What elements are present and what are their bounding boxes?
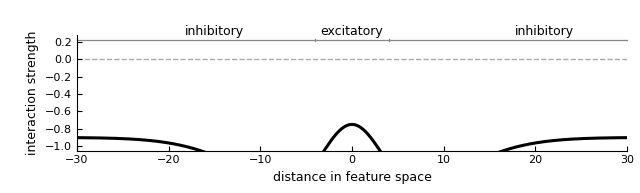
Text: excitatory: excitatory [321,25,383,38]
X-axis label: distance in feature space: distance in feature space [273,171,431,184]
Text: inhibitory: inhibitory [185,25,244,38]
Text: inhibitory: inhibitory [515,25,574,38]
Y-axis label: interaction strength: interaction strength [26,30,39,155]
